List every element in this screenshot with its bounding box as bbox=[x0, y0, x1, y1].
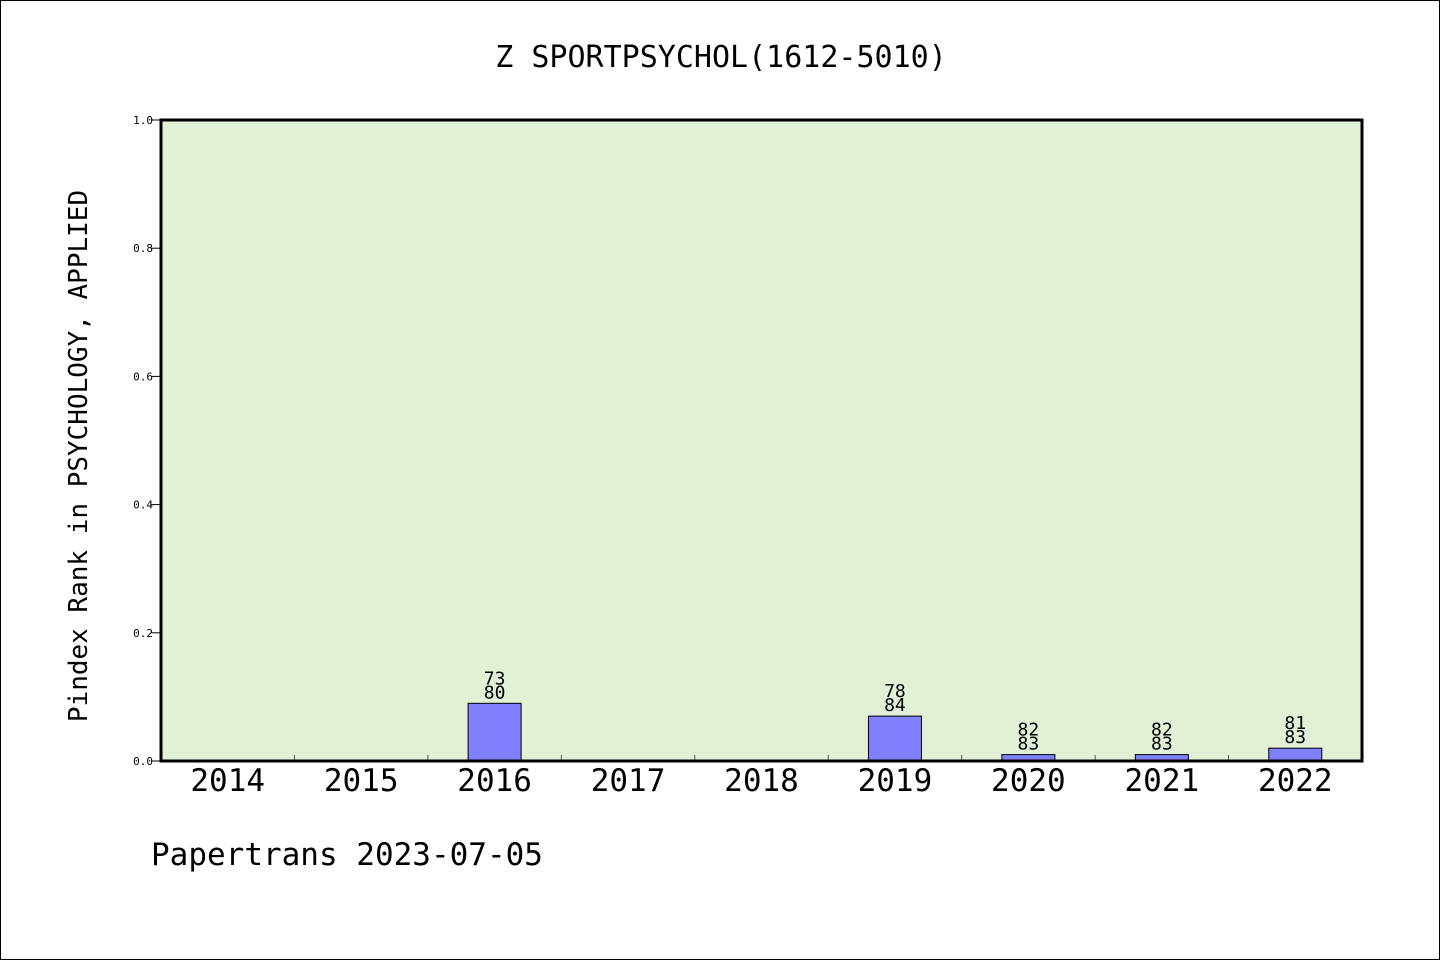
x-tick-label: 2022 bbox=[1258, 763, 1333, 799]
bar-label-bottom: 83 bbox=[1018, 734, 1040, 755]
bar-2016 bbox=[467, 702, 522, 762]
x-tick-label: 2019 bbox=[858, 763, 933, 799]
bar-label-bottom: 83 bbox=[1284, 727, 1306, 748]
y-tick-label: 0.2 bbox=[133, 627, 153, 640]
y-tick-label: 1.0 bbox=[133, 114, 153, 127]
x-tick-label: 2021 bbox=[1125, 763, 1200, 799]
bar-2022 bbox=[1268, 747, 1323, 762]
x-axis-ticks: 2014 2015 2016 2017 2018 2019 2020 2021 2022 bbox=[190, 755, 1333, 799]
y-axis-label: Pindex Rank in PSYCHOLOGY, APPLIED bbox=[64, 190, 94, 722]
chart-title: Z SPORTPSYCHOL(1612-5010) bbox=[495, 40, 947, 75]
bar-label-top: 82 bbox=[1018, 720, 1040, 741]
plot-area bbox=[159, 118, 1364, 763]
x-tick-label: 2015 bbox=[324, 763, 399, 799]
x-tick-label: 2017 bbox=[591, 763, 666, 799]
x-tick-label: 2020 bbox=[991, 763, 1066, 799]
footer-text: Papertrans 2023-07-05 bbox=[151, 837, 543, 873]
plot-frame bbox=[159, 118, 1364, 763]
bar-label-bottom: 80 bbox=[484, 682, 506, 703]
bars bbox=[467, 702, 1323, 762]
y-tick-label: 0.4 bbox=[133, 499, 153, 512]
bar-label-top: 82 bbox=[1151, 720, 1173, 741]
bar-2019 bbox=[867, 715, 922, 762]
y-tick-label: 0.6 bbox=[133, 370, 153, 383]
x-tick-label: 2018 bbox=[724, 763, 799, 799]
x-tick-label: 2016 bbox=[457, 763, 532, 799]
y-tick-label: 0.0 bbox=[133, 755, 153, 768]
bar-label-top: 81 bbox=[1284, 713, 1306, 734]
bar-label-top: 78 bbox=[884, 681, 906, 702]
bar-label-bottom: 83 bbox=[1151, 734, 1173, 755]
bar-label-bottom: 84 bbox=[884, 695, 906, 716]
y-axis-ticks: 0.0 0.2 0.4 0.6 0.8 1.0 bbox=[133, 114, 161, 768]
x-tick-label: 2014 bbox=[190, 763, 265, 799]
y-tick-label: 0.8 bbox=[133, 242, 153, 255]
bar-label-top: 73 bbox=[484, 668, 506, 689]
